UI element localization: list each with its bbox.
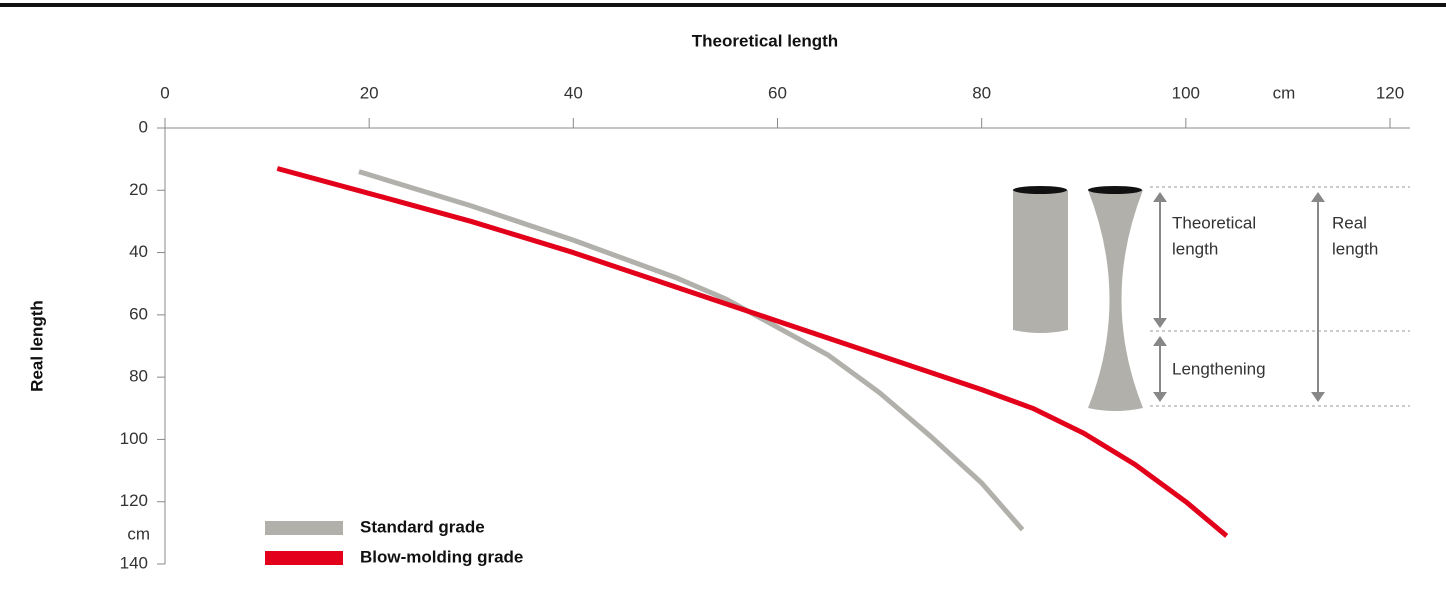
series-line xyxy=(359,172,1023,530)
page: Theoretical length Real length cm cm The… xyxy=(0,0,1446,596)
annotation: Theoretical xyxy=(1172,213,1256,232)
legend-label: Blow-molding grade xyxy=(360,547,523,566)
x-tick-label: 20 xyxy=(360,83,379,102)
annotation: Lengthening xyxy=(1172,359,1266,378)
chart-title: Theoretical length xyxy=(692,31,838,50)
x-tick-label: 40 xyxy=(564,83,583,102)
y-tick-label: 120 xyxy=(120,491,148,510)
x-unit: cm xyxy=(1273,83,1296,102)
y-tick-label: 0 xyxy=(139,117,148,136)
x-tick-label: 120 xyxy=(1376,83,1404,102)
y-tick-label: 60 xyxy=(129,304,148,323)
x-tick-label: 60 xyxy=(768,83,787,102)
y-tick-label: 20 xyxy=(129,180,148,199)
x-tick-label: 0 xyxy=(160,83,169,102)
chart: Theoretical length Real length cm cm The… xyxy=(0,0,1446,596)
x-tick-label: 80 xyxy=(972,83,991,102)
x-tick-label: 100 xyxy=(1172,83,1200,102)
y-axis-label: Real length xyxy=(27,300,46,392)
annotation: length xyxy=(1172,239,1218,258)
legend-label: Standard grade xyxy=(360,517,485,536)
y-unit: cm xyxy=(127,524,150,543)
y-tick-label: 140 xyxy=(120,553,148,572)
legend-swatch xyxy=(265,521,343,535)
y-tick-label: 100 xyxy=(120,429,148,448)
diagram: Theoretical length Real length Lengtheni… xyxy=(1013,186,1410,411)
top-rule xyxy=(0,3,1446,7)
y-tick-label: 80 xyxy=(129,367,148,386)
annotation: length xyxy=(1332,239,1378,258)
series-line xyxy=(277,168,1226,535)
y-tick-label: 40 xyxy=(129,242,148,261)
legend-swatch xyxy=(265,551,343,565)
annotation: Real xyxy=(1332,213,1367,232)
